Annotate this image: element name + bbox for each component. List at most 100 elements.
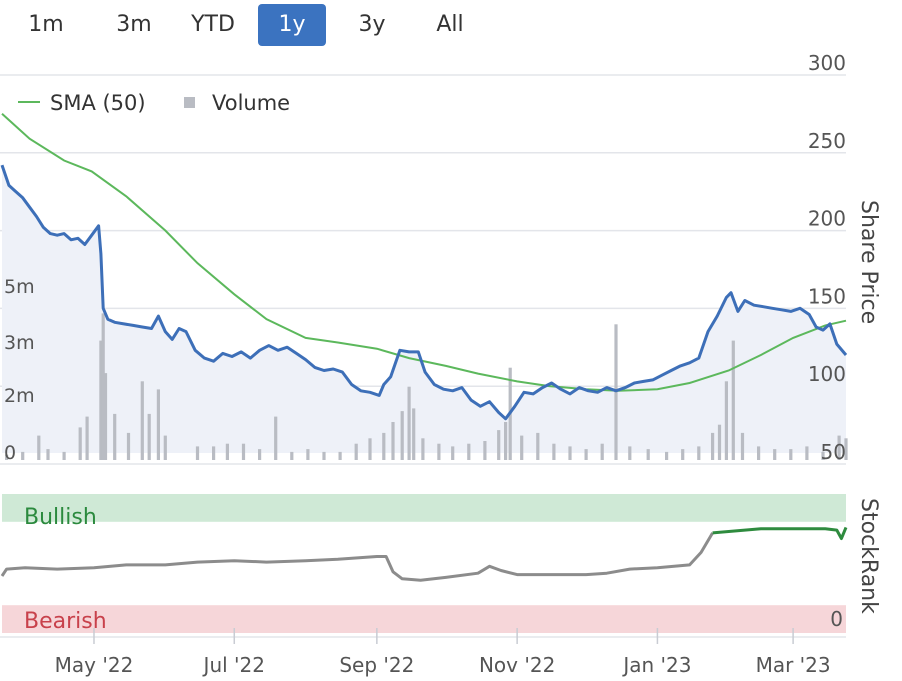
price-axis-ticks: 300 250 200 150 100 50	[808, 51, 846, 464]
range-button-ytd[interactable]: YTD	[191, 12, 235, 37]
x-axis: May '22 Jul '22 Sep '22 Nov '22 Jan '23 Mar '…	[0, 628, 846, 677]
volume-bar	[78, 427, 82, 460]
legend-sma-label[interactable]: SMA (50)	[50, 91, 146, 115]
volume-bar	[837, 435, 841, 460]
volume-bar	[697, 446, 701, 460]
volume-bar	[665, 451, 669, 460]
x-tick-label: Mar '23	[756, 653, 831, 677]
legend[interactable]: SMA (50) Volume	[18, 91, 290, 115]
volume-bar	[126, 432, 131, 460]
volume-tick-0: 0	[4, 442, 16, 464]
volume-bar	[225, 443, 229, 460]
volume-bar	[322, 451, 326, 460]
volume-bar	[681, 449, 685, 460]
volume-bar	[412, 408, 416, 460]
volume-bar	[520, 435, 524, 460]
price-axis-title: Share Price	[856, 200, 881, 324]
price-tick-250: 250	[808, 129, 846, 153]
volume-bar	[451, 446, 455, 460]
stockrank-line-neutral	[0, 532, 714, 582]
volume-bar	[717, 424, 722, 460]
volume-bar	[368, 438, 372, 460]
volume-bar	[844, 438, 848, 460]
price-tick-200: 200	[808, 207, 846, 231]
bearish-label: Bearish	[24, 609, 107, 634]
volume-bar	[274, 416, 278, 460]
price-tick-100: 100	[808, 362, 846, 386]
volume-bar	[37, 435, 41, 460]
volume-bar	[711, 432, 715, 460]
stockrank-panel: Bullish Bearish 0 StockRank	[0, 494, 881, 634]
volume-bar	[504, 422, 508, 460]
volume-bar	[21, 451, 25, 460]
price-tick-50: 50	[821, 440, 846, 464]
volume-bar	[789, 449, 793, 460]
volume-bar	[821, 451, 825, 460]
volume-bar	[773, 449, 777, 460]
bullish-band	[2, 494, 846, 522]
price-line	[0, 164, 848, 421]
price-series	[0, 164, 848, 421]
gridlines	[0, 74, 846, 465]
volume-bar	[731, 340, 735, 460]
x-tick-label: Jul '22	[202, 653, 265, 677]
volume-bar	[400, 411, 404, 460]
rank-tick-0: 0	[830, 607, 843, 631]
price-area	[2, 165, 846, 453]
volume-bar	[421, 438, 425, 460]
volume-bar	[354, 443, 358, 460]
x-tick-label: Jan '23	[621, 653, 691, 677]
volume-bar	[568, 446, 572, 460]
volume-bar	[437, 443, 441, 460]
volume-bar	[156, 389, 160, 460]
volume-bar	[5, 454, 9, 460]
bullish-label: Bullish	[24, 505, 97, 530]
volume-bar	[391, 422, 395, 460]
rank-axis-title: StockRank	[856, 498, 881, 614]
volume-tick-3m: 3m	[4, 332, 35, 354]
volume-bar	[212, 446, 216, 460]
volume-bar	[62, 451, 66, 460]
volume-bar	[103, 373, 108, 460]
range-button-3y[interactable]: 3y	[358, 12, 386, 37]
volume-bar	[497, 430, 501, 460]
price-tick-300: 300	[808, 51, 846, 75]
volume-bar	[382, 432, 386, 460]
volume-bar	[101, 313, 105, 460]
volume-bar	[724, 381, 728, 460]
x-tick-label: Nov '22	[479, 653, 555, 677]
volume-bar	[646, 449, 650, 460]
stockrank-series	[0, 526, 848, 582]
volume-tick-5m: 5m	[4, 276, 35, 298]
volume-bar	[407, 386, 411, 460]
volume-bar	[195, 446, 200, 460]
volume-bar	[338, 451, 342, 460]
price-tick-150: 150	[808, 284, 846, 308]
range-button-all[interactable]: All	[436, 12, 464, 37]
x-tick-label: May '22	[55, 653, 134, 677]
stockrank-line-bullish	[712, 526, 848, 540]
sma-line	[1, 113, 847, 392]
volume-bar	[140, 381, 144, 460]
volume-bar	[46, 449, 50, 460]
volume-bar	[85, 416, 89, 460]
volume-bar	[536, 432, 540, 460]
volume-bar	[290, 451, 294, 460]
volume-bar	[628, 446, 632, 460]
volume-bar	[740, 432, 745, 460]
x-tick-label: Sep '22	[339, 653, 414, 677]
volume-bar	[147, 413, 151, 460]
range-button-1y[interactable]: 1y	[258, 4, 326, 46]
volume-bar	[113, 413, 117, 460]
volume-tick-2m: 2m	[4, 385, 35, 407]
legend-volume-swatch	[184, 97, 195, 108]
volume-bar	[483, 441, 487, 460]
range-button-1m[interactable]: 1m	[28, 12, 64, 37]
legend-volume-label[interactable]: Volume	[212, 91, 290, 115]
range-selector: 1m 3m YTD 1y 3y All	[0, 0, 520, 50]
volume-bar	[99, 340, 103, 460]
bearish-band	[2, 605, 846, 633]
volume-bar	[258, 449, 262, 460]
range-button-3m[interactable]: 3m	[116, 12, 152, 37]
